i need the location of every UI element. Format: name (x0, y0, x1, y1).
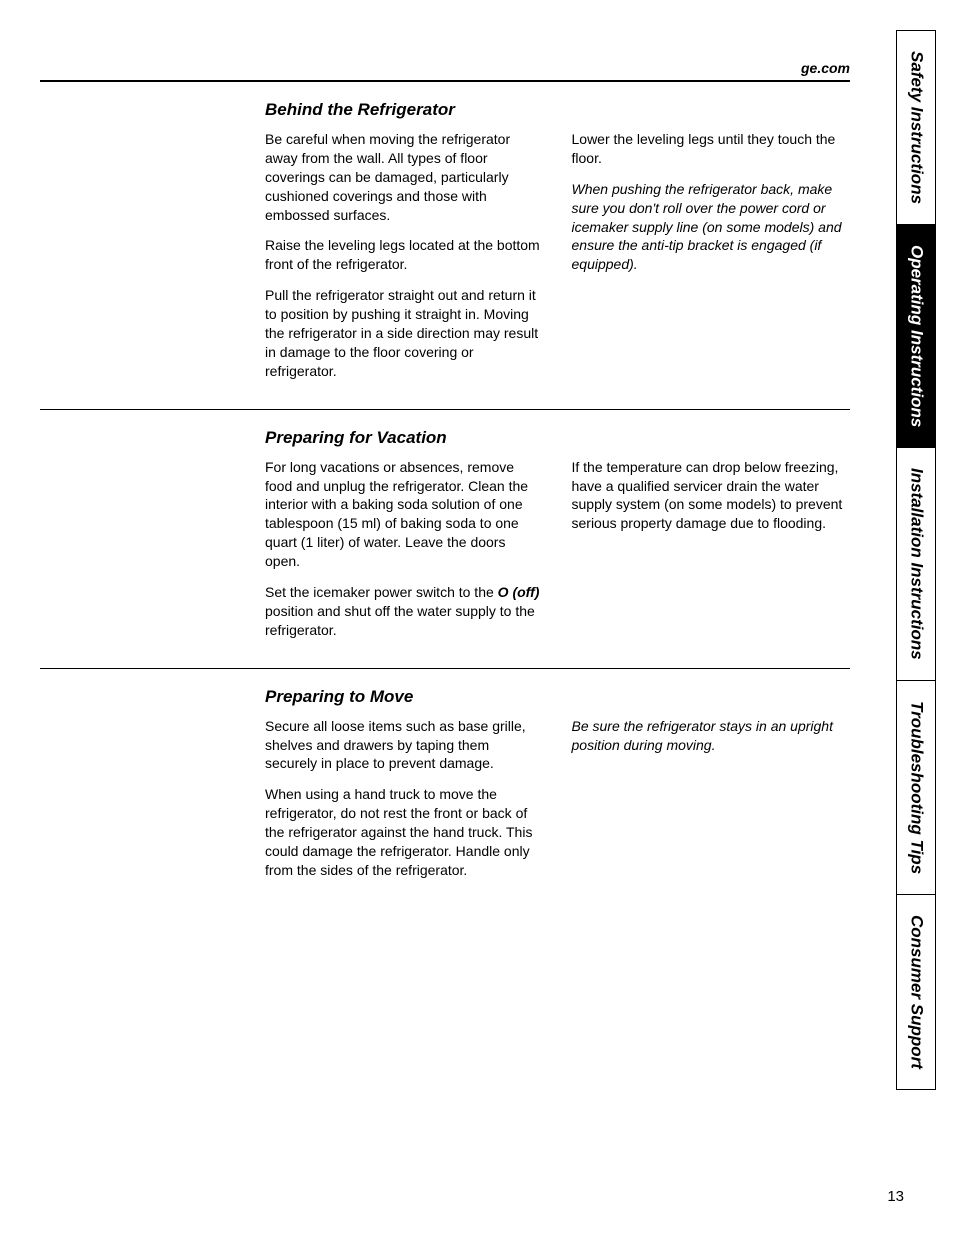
left-column: For long vacations or absences, remove f… (265, 458, 544, 640)
side-tabs: Safety Instructions Operating Instructio… (896, 30, 936, 1090)
tab-label: Consumer Support (907, 915, 926, 1069)
tab-safety-instructions[interactable]: Safety Instructions (896, 30, 936, 225)
body-paragraph: For long vacations or absences, remove f… (265, 458, 544, 571)
tab-label: Troubleshooting Tips (907, 701, 926, 874)
tab-operating-instructions[interactable]: Operating Instructions (896, 225, 936, 448)
section-columns: Be careful when moving the refrigerator … (265, 130, 850, 381)
tab-installation-instructions[interactable]: Installation Instructions (896, 448, 936, 681)
body-paragraph: When using a hand truck to move the refr… (265, 785, 544, 879)
right-column: If the temperature can drop below freezi… (572, 458, 851, 640)
tab-consumer-support[interactable]: Consumer Support (896, 895, 936, 1090)
body-paragraph: Secure all loose items such as base gril… (265, 717, 544, 774)
section-heading: Preparing for Vacation (265, 428, 850, 448)
body-paragraph: Raise the leveling legs located at the b… (265, 236, 544, 274)
body-paragraph: Set the icemaker power switch to the O (… (265, 583, 544, 640)
left-column: Secure all loose items such as base gril… (265, 717, 544, 880)
section-preparing-vacation: Preparing for Vacation For long vacation… (40, 428, 850, 669)
body-paragraph: If the temperature can drop below freezi… (572, 458, 851, 534)
tab-label: Operating Instructions (907, 245, 926, 427)
body-paragraph: Pull the refrigerator straight out and r… (265, 286, 544, 380)
section-preparing-move: Preparing to Move Secure all loose items… (40, 687, 850, 908)
section-heading: Preparing to Move (265, 687, 850, 707)
header-url: ge.com (40, 60, 850, 80)
header-rule: ge.com (40, 60, 850, 82)
section-columns: Secure all loose items such as base gril… (265, 717, 850, 880)
tab-label: Safety Instructions (907, 51, 926, 204)
page-content: ge.com Behind the Refrigerator Be carefu… (40, 60, 850, 926)
tab-troubleshooting-tips[interactable]: Troubleshooting Tips (896, 681, 936, 895)
right-column: Lower the leveling legs until they touch… (572, 130, 851, 381)
section-behind-refrigerator: Behind the Refrigerator Be careful when … (40, 100, 850, 410)
tab-label: Installation Instructions (907, 468, 926, 660)
page-number: 13 (887, 1188, 904, 1205)
left-column: Be careful when moving the refrigerator … (265, 130, 544, 381)
section-columns: For long vacations or absences, remove f… (265, 458, 850, 640)
body-paragraph: Be careful when moving the refrigerator … (265, 130, 544, 224)
body-paragraph: Be sure the refrigerator stays in an upr… (572, 717, 851, 755)
body-paragraph: Lower the leveling legs until they touch… (572, 130, 851, 168)
body-paragraph: When pushing the refrigerator back, make… (572, 180, 851, 274)
section-heading: Behind the Refrigerator (265, 100, 850, 120)
right-column: Be sure the refrigerator stays in an upr… (572, 717, 851, 880)
